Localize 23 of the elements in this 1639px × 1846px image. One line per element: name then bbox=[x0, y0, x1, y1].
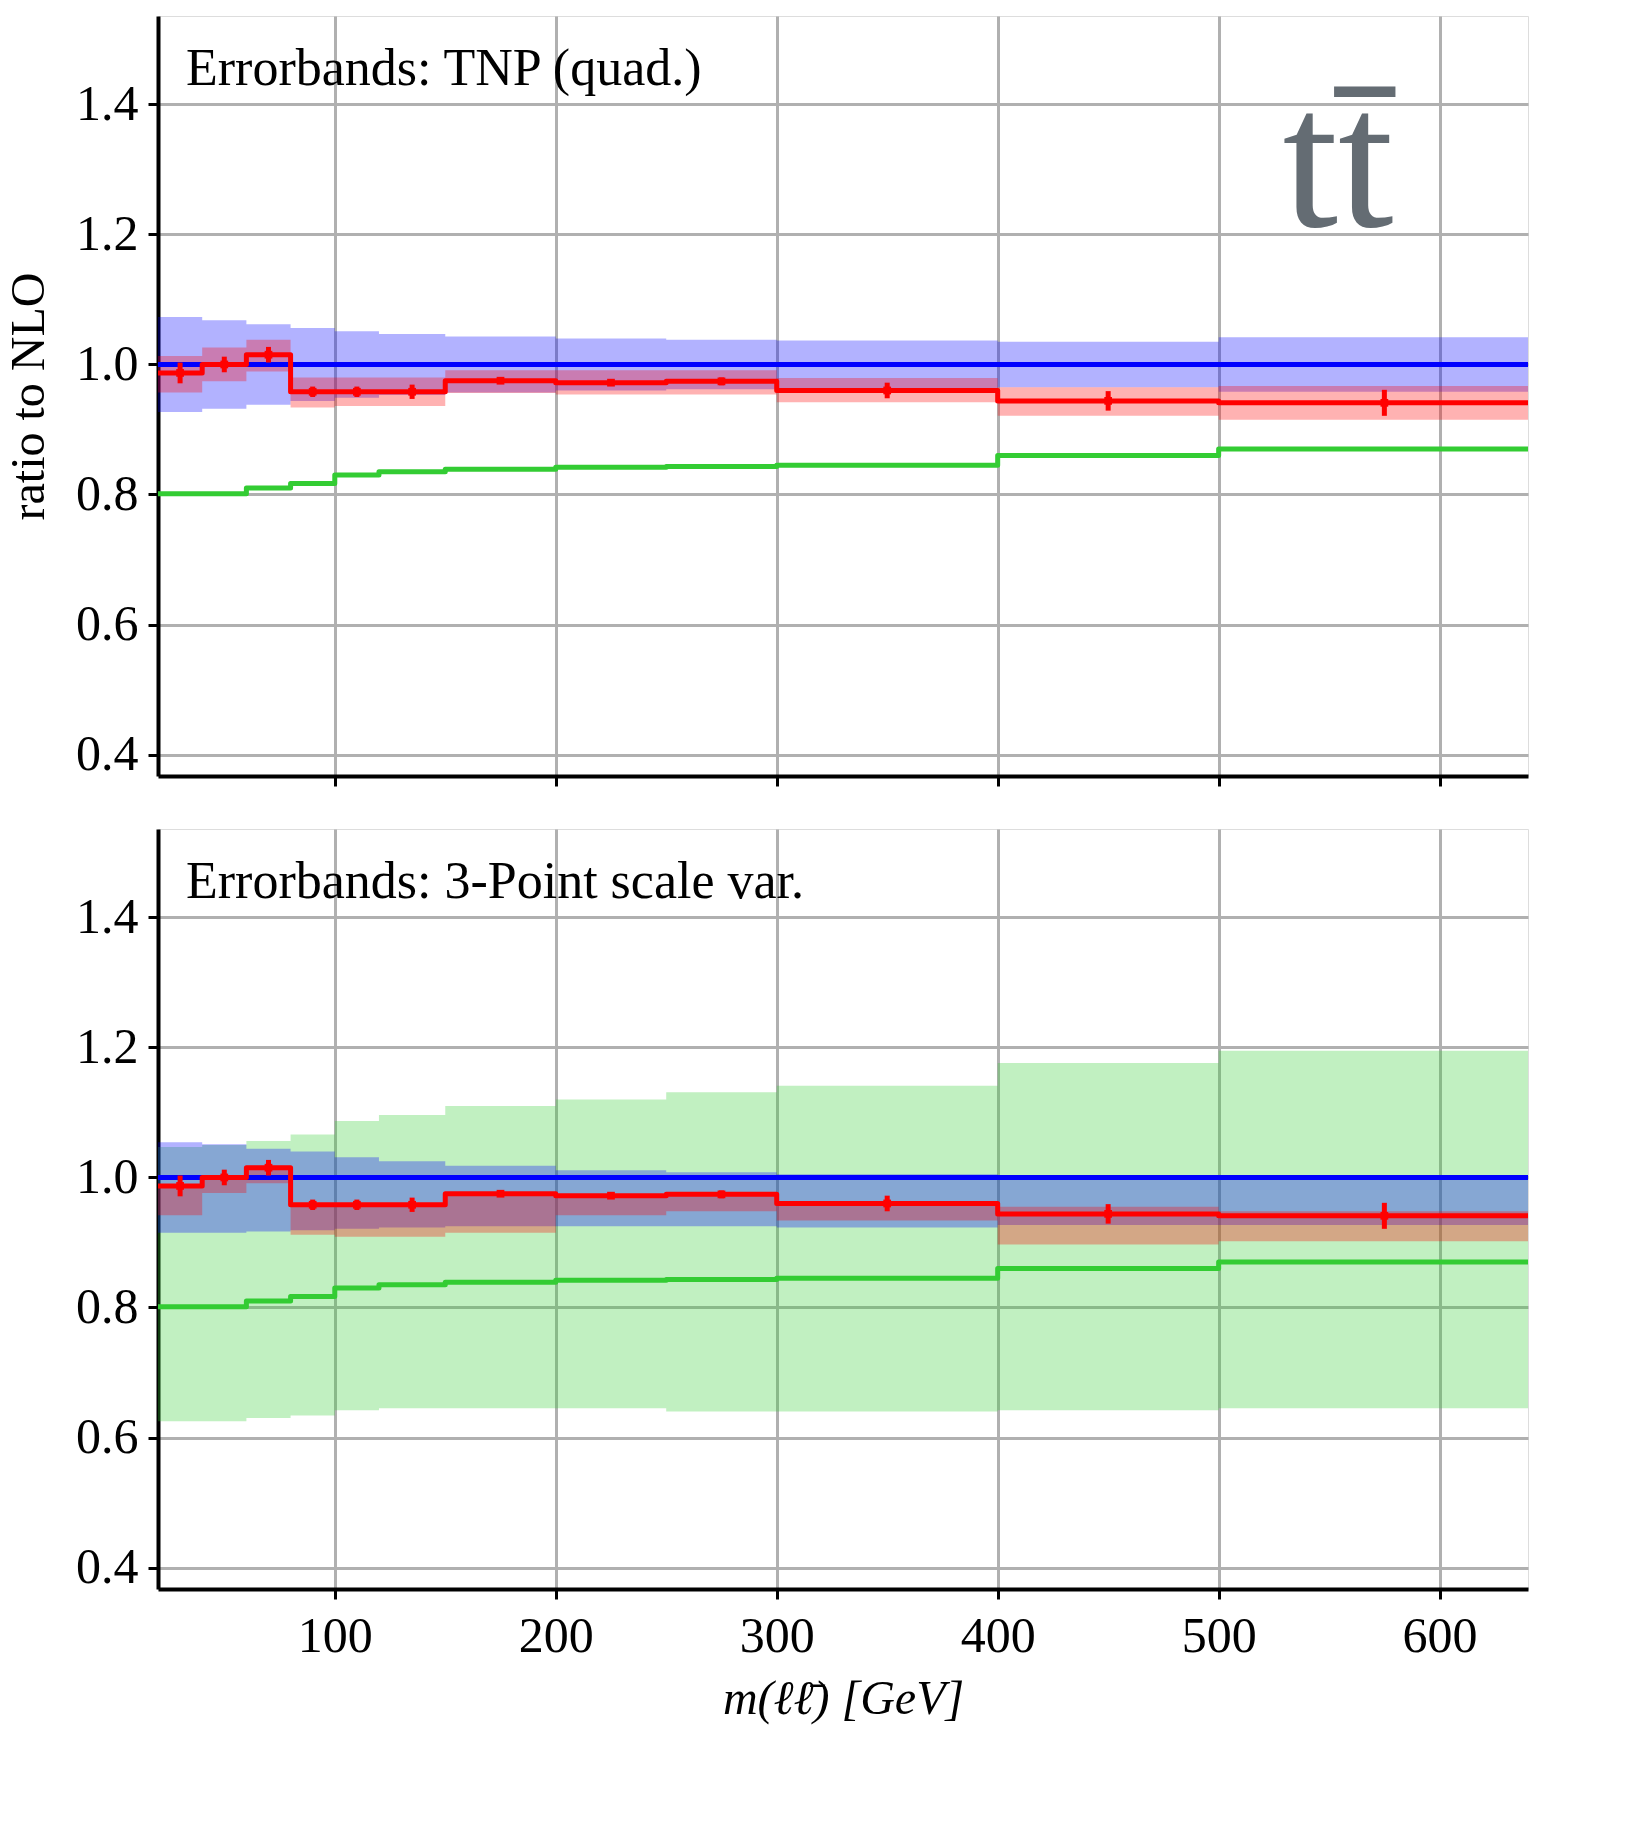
x-tick-label: 500 bbox=[1181, 1606, 1257, 1663]
y-tick-label: 0.4 bbox=[76, 1538, 139, 1595]
annotation: tt̄ bbox=[1282, 48, 1396, 269]
annotation: Errorbands: 3-Point scale var. bbox=[186, 852, 805, 909]
y-tick-label: 1.2 bbox=[76, 204, 139, 261]
x-tick-label: 100 bbox=[297, 1606, 373, 1663]
y-tick-label: 1.4 bbox=[76, 74, 139, 131]
y-tick-label: 1.0 bbox=[76, 1147, 139, 1204]
x-tick-label: 600 bbox=[1402, 1606, 1478, 1663]
y-tick-label: 0.8 bbox=[76, 464, 139, 521]
y-tick-label: 1.2 bbox=[76, 1017, 139, 1074]
x-axis-title: m(ℓℓ̄) [GeV] bbox=[722, 1670, 965, 1725]
y-tick-label: 0.8 bbox=[76, 1277, 139, 1334]
y-tick-label: 0.6 bbox=[76, 1408, 139, 1465]
y-tick-label: 1.4 bbox=[76, 887, 139, 944]
x-tick-label: 200 bbox=[518, 1606, 594, 1663]
x-tick-label: 300 bbox=[739, 1606, 815, 1663]
y-tick-label: 0.6 bbox=[76, 595, 139, 652]
y-tick-label: 0.4 bbox=[76, 725, 139, 782]
annotation: Errorbands: TNP (quad.) bbox=[186, 39, 702, 97]
x-tick-label: 400 bbox=[960, 1606, 1036, 1663]
y-tick-label: 1.0 bbox=[76, 334, 139, 391]
y-axis-title: ratio to NLO bbox=[1, 272, 54, 521]
